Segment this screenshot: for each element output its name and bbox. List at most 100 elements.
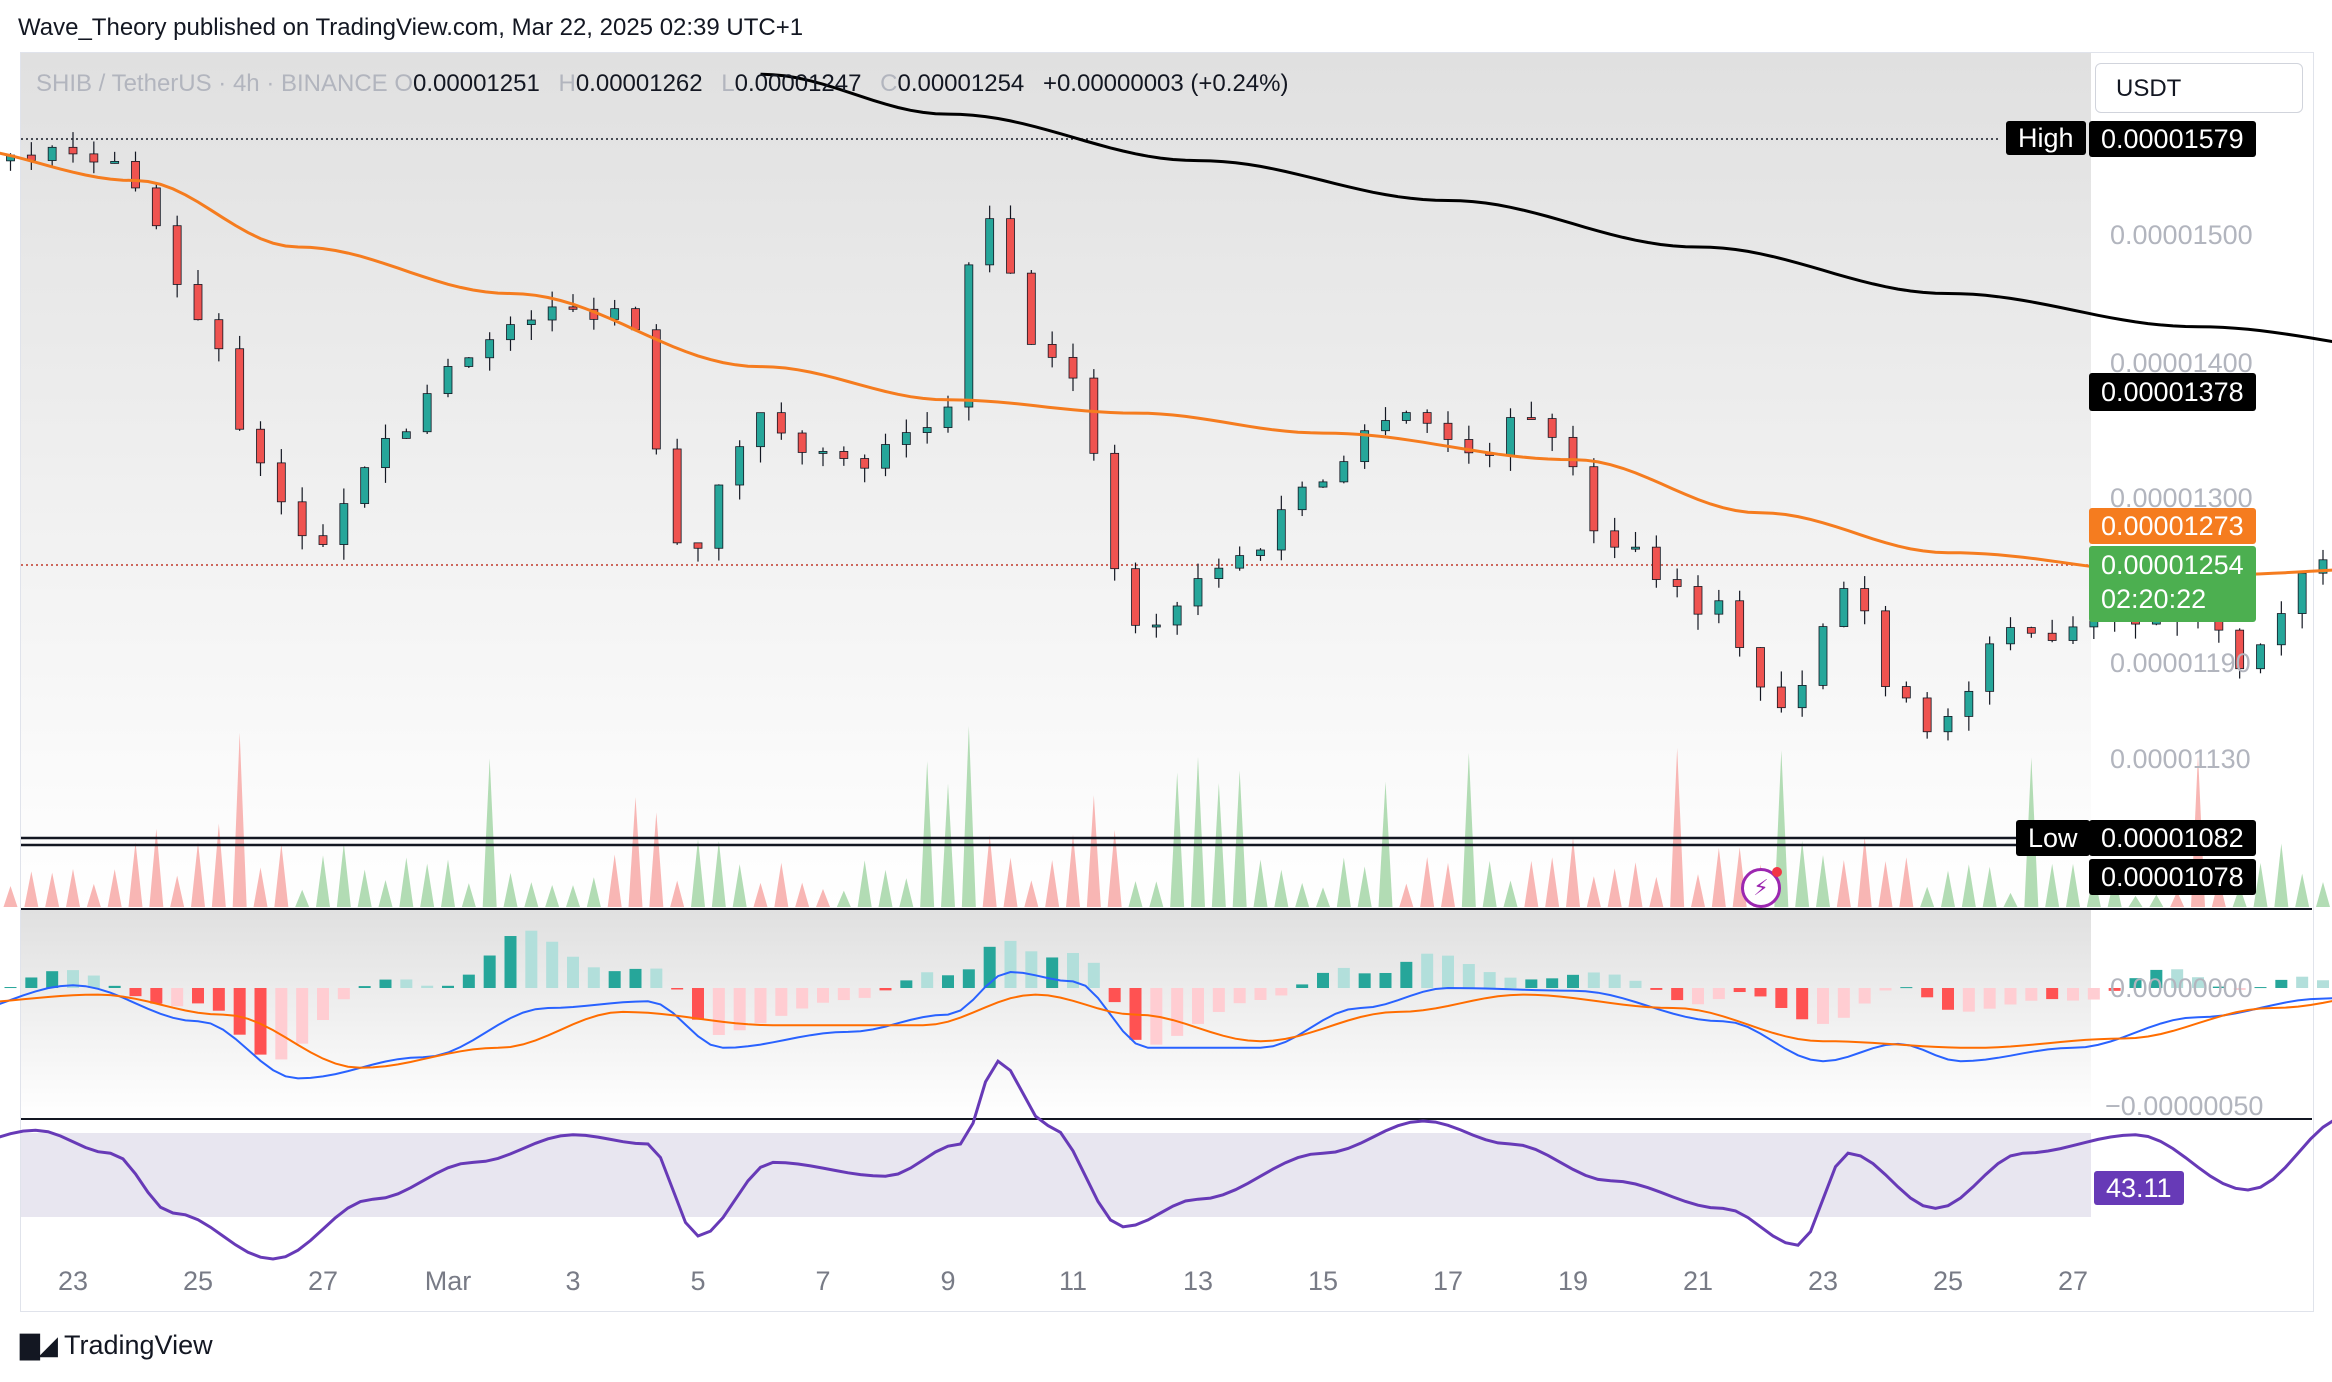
macd-histogram-bar bbox=[2150, 969, 2163, 988]
open-label: O bbox=[394, 70, 414, 97]
macd-histogram-bar bbox=[1400, 961, 1413, 988]
volume-mark bbox=[24, 871, 39, 907]
signal-line bbox=[0, 993, 2332, 1069]
candle-body bbox=[1506, 417, 1515, 456]
candle-body bbox=[1089, 377, 1099, 454]
ema50-price-tag: 0.00001273 bbox=[2089, 508, 2256, 544]
volume-mark bbox=[2253, 862, 2268, 907]
macd-histogram-bar bbox=[358, 986, 371, 988]
candle-body bbox=[2068, 626, 2078, 641]
volume-mark bbox=[1920, 886, 1935, 907]
candle-body bbox=[1256, 549, 1265, 556]
macd-histogram-bar bbox=[1275, 988, 1288, 996]
macd-histogram-bar bbox=[608, 971, 621, 988]
macd-histogram-bar bbox=[1004, 940, 1017, 988]
candle-body bbox=[1776, 686, 1786, 709]
volume-mark bbox=[1149, 881, 1164, 907]
candle-body bbox=[1839, 588, 1849, 627]
candle-body bbox=[1756, 647, 1765, 688]
candle-body bbox=[881, 444, 890, 469]
last-price-tag: 0.00001254 02:20:22 bbox=[2089, 546, 2256, 622]
rsi-indicator bbox=[0, 1059, 2332, 1261]
volume-mark bbox=[420, 863, 435, 907]
last-price-value: 0.00001254 bbox=[2101, 550, 2244, 580]
macd-histogram-bar bbox=[1525, 979, 1538, 988]
candle-body bbox=[1589, 466, 1599, 532]
macd-histogram-bar bbox=[317, 988, 329, 1021]
macd-histogram-bar bbox=[671, 988, 684, 990]
volume-mark bbox=[128, 842, 143, 907]
volume-mark bbox=[1941, 870, 1955, 907]
x-tick-label: 19 bbox=[1558, 1266, 1588, 1296]
macd-histogram-bar bbox=[1087, 962, 1100, 988]
volume-mark bbox=[316, 855, 330, 907]
candle-body bbox=[276, 462, 286, 503]
moving-averages bbox=[0, 72, 2332, 577]
volume-mark bbox=[753, 882, 768, 907]
currency-button[interactable]: USDT bbox=[2095, 63, 2303, 113]
candle-body bbox=[1797, 685, 1807, 709]
macd-histogram-bar bbox=[1671, 988, 1684, 1001]
macd-histogram-bar bbox=[1921, 988, 1934, 998]
volume-mark bbox=[2274, 843, 2289, 907]
macd-histogram-bar bbox=[379, 979, 392, 988]
volume-mark bbox=[274, 844, 289, 907]
volume-mark bbox=[836, 890, 851, 907]
candle-body bbox=[1006, 218, 1015, 274]
volume-mark bbox=[2170, 891, 2185, 907]
volume-mark bbox=[2045, 863, 2060, 907]
macd-histogram-bar bbox=[2192, 977, 2204, 988]
rsi-band bbox=[21, 1133, 2091, 1217]
candle-body bbox=[110, 160, 120, 164]
low2-price-tag: 0.00001078 bbox=[2089, 859, 2256, 895]
macd-histogram-bar bbox=[483, 955, 496, 988]
volume-mark bbox=[170, 875, 185, 907]
macd-histogram-bar bbox=[1796, 988, 1809, 1020]
candle-body bbox=[1672, 579, 1682, 587]
macd-histogram-bar bbox=[192, 988, 204, 1004]
x-tick-label: Mar bbox=[425, 1266, 472, 1296]
macd-histogram-bar bbox=[1733, 988, 1746, 993]
x-tick-label: 25 bbox=[183, 1266, 213, 1296]
candle-body bbox=[2047, 632, 2057, 641]
x-tick-label: 27 bbox=[2058, 1266, 2088, 1296]
macd-histogram-bar bbox=[1629, 980, 1642, 988]
macd-histogram-bar bbox=[1254, 988, 1267, 1000]
volume-mark bbox=[232, 732, 247, 907]
volume-mark bbox=[1191, 757, 1205, 907]
candle-body bbox=[2318, 559, 2328, 574]
candle-body bbox=[1214, 567, 1224, 579]
lightning-icon[interactable]: ⚡ bbox=[1741, 867, 1782, 908]
macd-histogram-bar bbox=[1025, 951, 1038, 988]
macd-histogram-bar bbox=[108, 985, 121, 988]
candle-body bbox=[1172, 605, 1182, 626]
macd-histogram-bar bbox=[1962, 988, 1975, 1012]
volume-mark bbox=[1711, 847, 1726, 907]
y-tick-label: 0.00001130 bbox=[2110, 744, 2251, 774]
macd-histogram-bar bbox=[1171, 988, 1184, 1036]
macd-line bbox=[0, 970, 2332, 1080]
ema50-line bbox=[0, 151, 2332, 577]
symbol-label[interactable]: SHIB / TetherUS · 4h · BINANCE bbox=[36, 70, 388, 97]
macd-histogram-bar bbox=[442, 985, 454, 988]
macd-histogram-bar bbox=[1358, 973, 1371, 988]
volume-mark bbox=[1899, 857, 1914, 907]
candle-body bbox=[1443, 422, 1453, 440]
candle-body bbox=[131, 160, 140, 189]
candle-body bbox=[1881, 610, 1890, 687]
macd-histogram-bar bbox=[2233, 988, 2246, 990]
x-tick-label: 5 bbox=[690, 1266, 705, 1296]
macd-histogram-bar bbox=[1296, 984, 1309, 988]
macd-histogram-bar bbox=[692, 988, 704, 1020]
macd-histogram-bar bbox=[2275, 979, 2288, 988]
macd-histogram-bar bbox=[275, 988, 288, 1060]
volume-mark bbox=[45, 872, 60, 907]
macd-histogram-bar bbox=[1212, 988, 1225, 1012]
candle-body bbox=[756, 412, 765, 448]
chart-frame bbox=[20, 52, 2314, 1312]
volume-mark bbox=[211, 823, 226, 907]
level-lines bbox=[21, 138, 2089, 847]
volume-mark bbox=[878, 869, 893, 907]
volume-mark bbox=[1836, 860, 1851, 907]
